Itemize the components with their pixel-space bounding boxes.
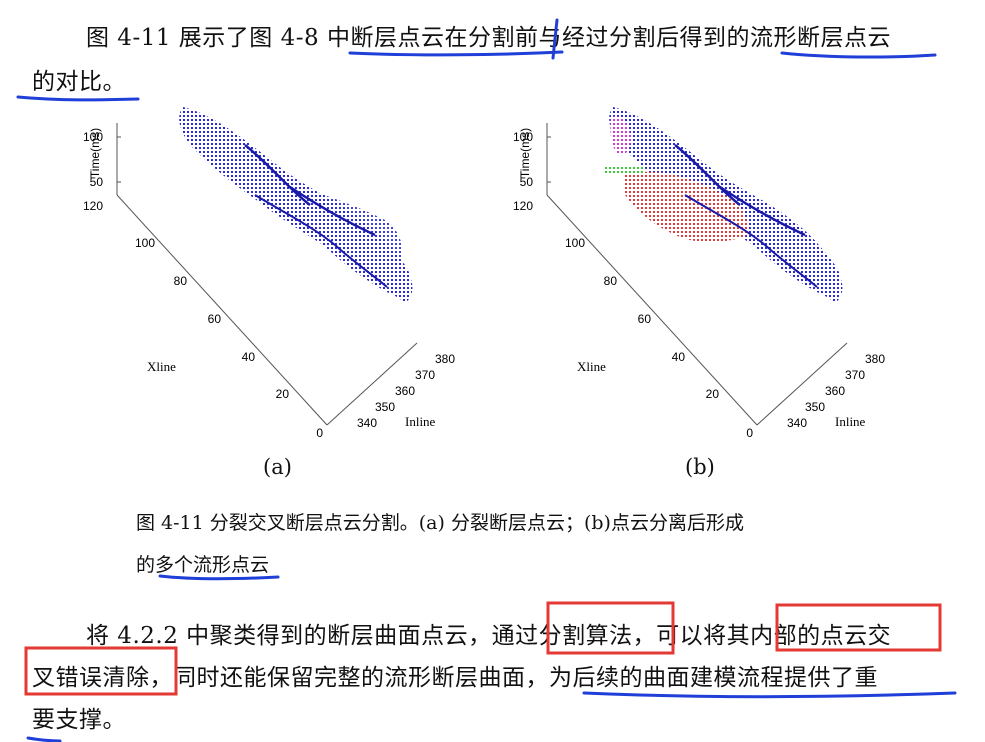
y-tick-3-b: 370: [845, 368, 865, 382]
panel-a-label: (a): [263, 455, 292, 479]
para2-line2: 叉错误清除，同时还能保留完整的流形断层曲面，为后续的曲面建模流程提供了重: [32, 665, 878, 691]
z-tick-50-a: 50: [90, 175, 104, 189]
point-cloud-plot-a: 100 50 Time(ms) 120 100 80 60 40 20 0 Xl…: [83, 107, 455, 440]
y-tick-0-a: 340: [357, 416, 377, 430]
x-tick-1-a: 100: [135, 236, 155, 250]
underline-2: [780, 51, 937, 59]
z-tick-50-b: 50: [520, 175, 534, 189]
x-tick-4-a: 40: [242, 350, 256, 364]
x-tick-2-b: 80: [604, 274, 618, 288]
figure-panel-a: 100 50 Time(ms) 120 100 80 60 40 20 0 Xl…: [55, 95, 495, 445]
para1-line1: 图 4-11 展示了图 4-8 中断层点云在分割前与经过分割后得到的流形断层点云: [86, 25, 891, 51]
y-tick-4-a: 380: [435, 352, 455, 366]
figure-caption-line1: 图 4-11 分裂交叉断层点云分割。(a) 分裂断层点云；(b)点云分离后形成: [136, 512, 744, 534]
y-tick-4-b: 380: [865, 352, 885, 366]
z-tick-100-a: 100: [83, 130, 103, 144]
point-cloud-plot-b: 100 50 Time(ms) 120 100 80 60 40 20 0 Xl…: [513, 107, 885, 440]
underline-5: [26, 736, 62, 742]
x-tick-0-a: 120: [83, 199, 103, 213]
y-tick-0-b: 340: [787, 416, 807, 430]
y-tick-1-b: 350: [805, 400, 825, 414]
para1-line2: 的对比。: [32, 69, 126, 95]
x-tick-5-a: 20: [276, 387, 290, 401]
x-tick-6-b: 0: [746, 426, 753, 440]
underline-1: [348, 50, 564, 57]
y-tick-1-a: 350: [375, 400, 395, 414]
y-axis-label-a: Inline: [405, 414, 436, 429]
x-tick-4-b: 40: [672, 350, 686, 364]
z-axis-label-b: Time(ms): [518, 128, 532, 178]
figure-panel-b: 100 50 Time(ms) 120 100 80 60 40 20 0 Xl…: [485, 95, 925, 445]
para2-line3: 要支撑。: [32, 707, 126, 733]
panel-b-label: (b): [685, 455, 715, 479]
x-tick-5-b: 20: [706, 387, 720, 401]
y-tick-2-a: 360: [395, 384, 415, 398]
y-axis-label-b: Inline: [835, 414, 866, 429]
x-axis-label-b: Xline: [577, 359, 606, 374]
underline-4: [582, 691, 957, 699]
figure-caption-line2: 的多个流形点云: [136, 554, 270, 576]
x-tick-6-a: 0: [316, 426, 323, 440]
x-tick-1-b: 100: [565, 236, 585, 250]
y-tick-3-a: 370: [415, 368, 435, 382]
y-tick-2-b: 360: [825, 384, 845, 398]
x-axis-label-a: Xline: [147, 359, 176, 374]
z-tick-100-b: 100: [513, 130, 533, 144]
para2-line1: 将 4.2.2 中聚类得到的断层曲面点云，通过分割算法，可以将其内部的点云交: [86, 623, 892, 649]
x-tick-3-a: 60: [208, 312, 222, 326]
z-axis-label-a: Time(ms): [88, 128, 102, 178]
x-tick-2-a: 80: [174, 274, 188, 288]
x-tick-0-b: 120: [513, 199, 533, 213]
x-tick-3-b: 60: [638, 312, 652, 326]
